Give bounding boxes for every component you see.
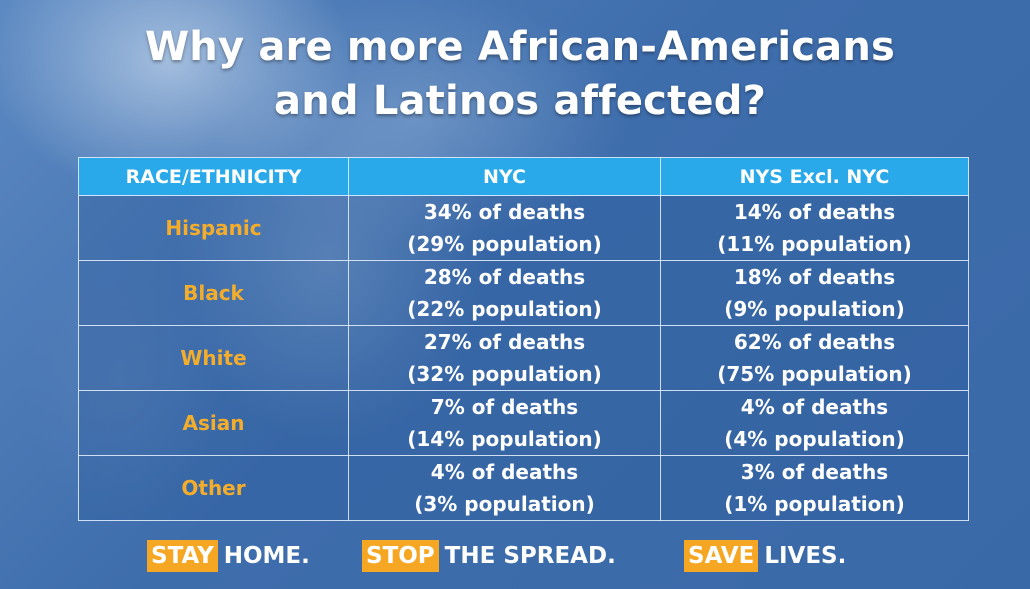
nyc-deaths: 27% of deaths [423,330,586,354]
nys-population: (1% population) [724,492,905,516]
group-label: Black [78,260,349,326]
group-label: White [78,325,349,391]
slogan-text: HOME. [223,543,310,569]
nys-deaths: 4% of deaths [740,395,889,419]
nyc-population: (3% population) [414,492,595,516]
column-header-nys: NYS Excl. NYC [660,157,969,196]
table-header-row: RACE/ETHNICITY NYC NYS Excl. NYC [78,157,969,196]
nyc-deaths: 7% of deaths [430,395,579,419]
table-row: White 27% of deaths (32% population) 62%… [78,325,969,391]
slogan-highlight: SAVE [684,540,759,572]
nyc-population: (14% population) [407,427,602,451]
nyc-cell: 27% of deaths (32% population) [348,325,661,391]
nys-deaths: 3% of deaths [740,460,889,484]
table-row: Asian 7% of deaths (14% population) 4% o… [78,390,969,456]
slogan-text: THE SPREAD. [444,543,616,569]
nyc-population: (32% population) [407,362,602,386]
nyc-deaths: 4% of deaths [430,460,579,484]
nyc-deaths: 34% of deaths [423,200,586,224]
nyc-cell: 7% of deaths (14% population) [348,390,661,456]
nyc-cell: 28% of deaths (22% population) [348,260,661,326]
nys-deaths: 18% of deaths [733,265,896,289]
group-label: Asian [78,390,349,456]
nys-population: (9% population) [724,297,905,321]
nyc-cell: 4% of deaths (3% population) [348,455,661,521]
slogan-save-lives: SAVE LIVES. [684,540,846,572]
table-row: Hispanic 34% of deaths (29% population) … [78,195,969,261]
nys-cell: 18% of deaths (9% population) [660,260,969,326]
group-label: Other [78,455,349,521]
nys-cell: 62% of deaths (75% population) [660,325,969,391]
nyc-population: (22% population) [407,297,602,321]
deaths-by-race-table: RACE/ETHNICITY NYC NYS Excl. NYC Hispani… [78,157,969,521]
slogan-highlight: STOP [362,540,439,572]
nys-population: (4% population) [724,427,905,451]
nys-cell: 4% of deaths (4% population) [660,390,969,456]
nys-cell: 3% of deaths (1% population) [660,455,969,521]
nys-population: (11% population) [717,232,912,256]
nyc-cell: 34% of deaths (29% population) [348,195,661,261]
slogan-stay-home: STAY HOME. [147,540,310,572]
slogan-highlight: STAY [147,540,218,572]
column-header-nyc: NYC [348,157,661,196]
slogan-stop-spread: STOP THE SPREAD. [362,540,616,572]
nys-population: (75% population) [717,362,912,386]
table-row: Other 4% of deaths (3% population) 3% of… [78,455,969,521]
title-line-1: Why are more African-Americans [144,24,896,70]
group-label: Hispanic [78,195,349,261]
page-title: Why are more African-Americans and Latin… [0,20,1030,128]
nys-deaths: 62% of deaths [733,330,896,354]
slogan-text: LIVES. [764,543,847,569]
title-line-2: and Latinos affected? [274,78,766,124]
footer-slogans: STAY HOME. STOP THE SPREAD. SAVE LIVES. [0,540,1030,574]
table-row: Black 28% of deaths (22% population) 18%… [78,260,969,326]
nyc-deaths: 28% of deaths [423,265,586,289]
nys-deaths: 14% of deaths [733,200,896,224]
column-header-race: RACE/ETHNICITY [78,157,349,196]
nys-cell: 14% of deaths (11% population) [660,195,969,261]
nyc-population: (29% population) [407,232,602,256]
